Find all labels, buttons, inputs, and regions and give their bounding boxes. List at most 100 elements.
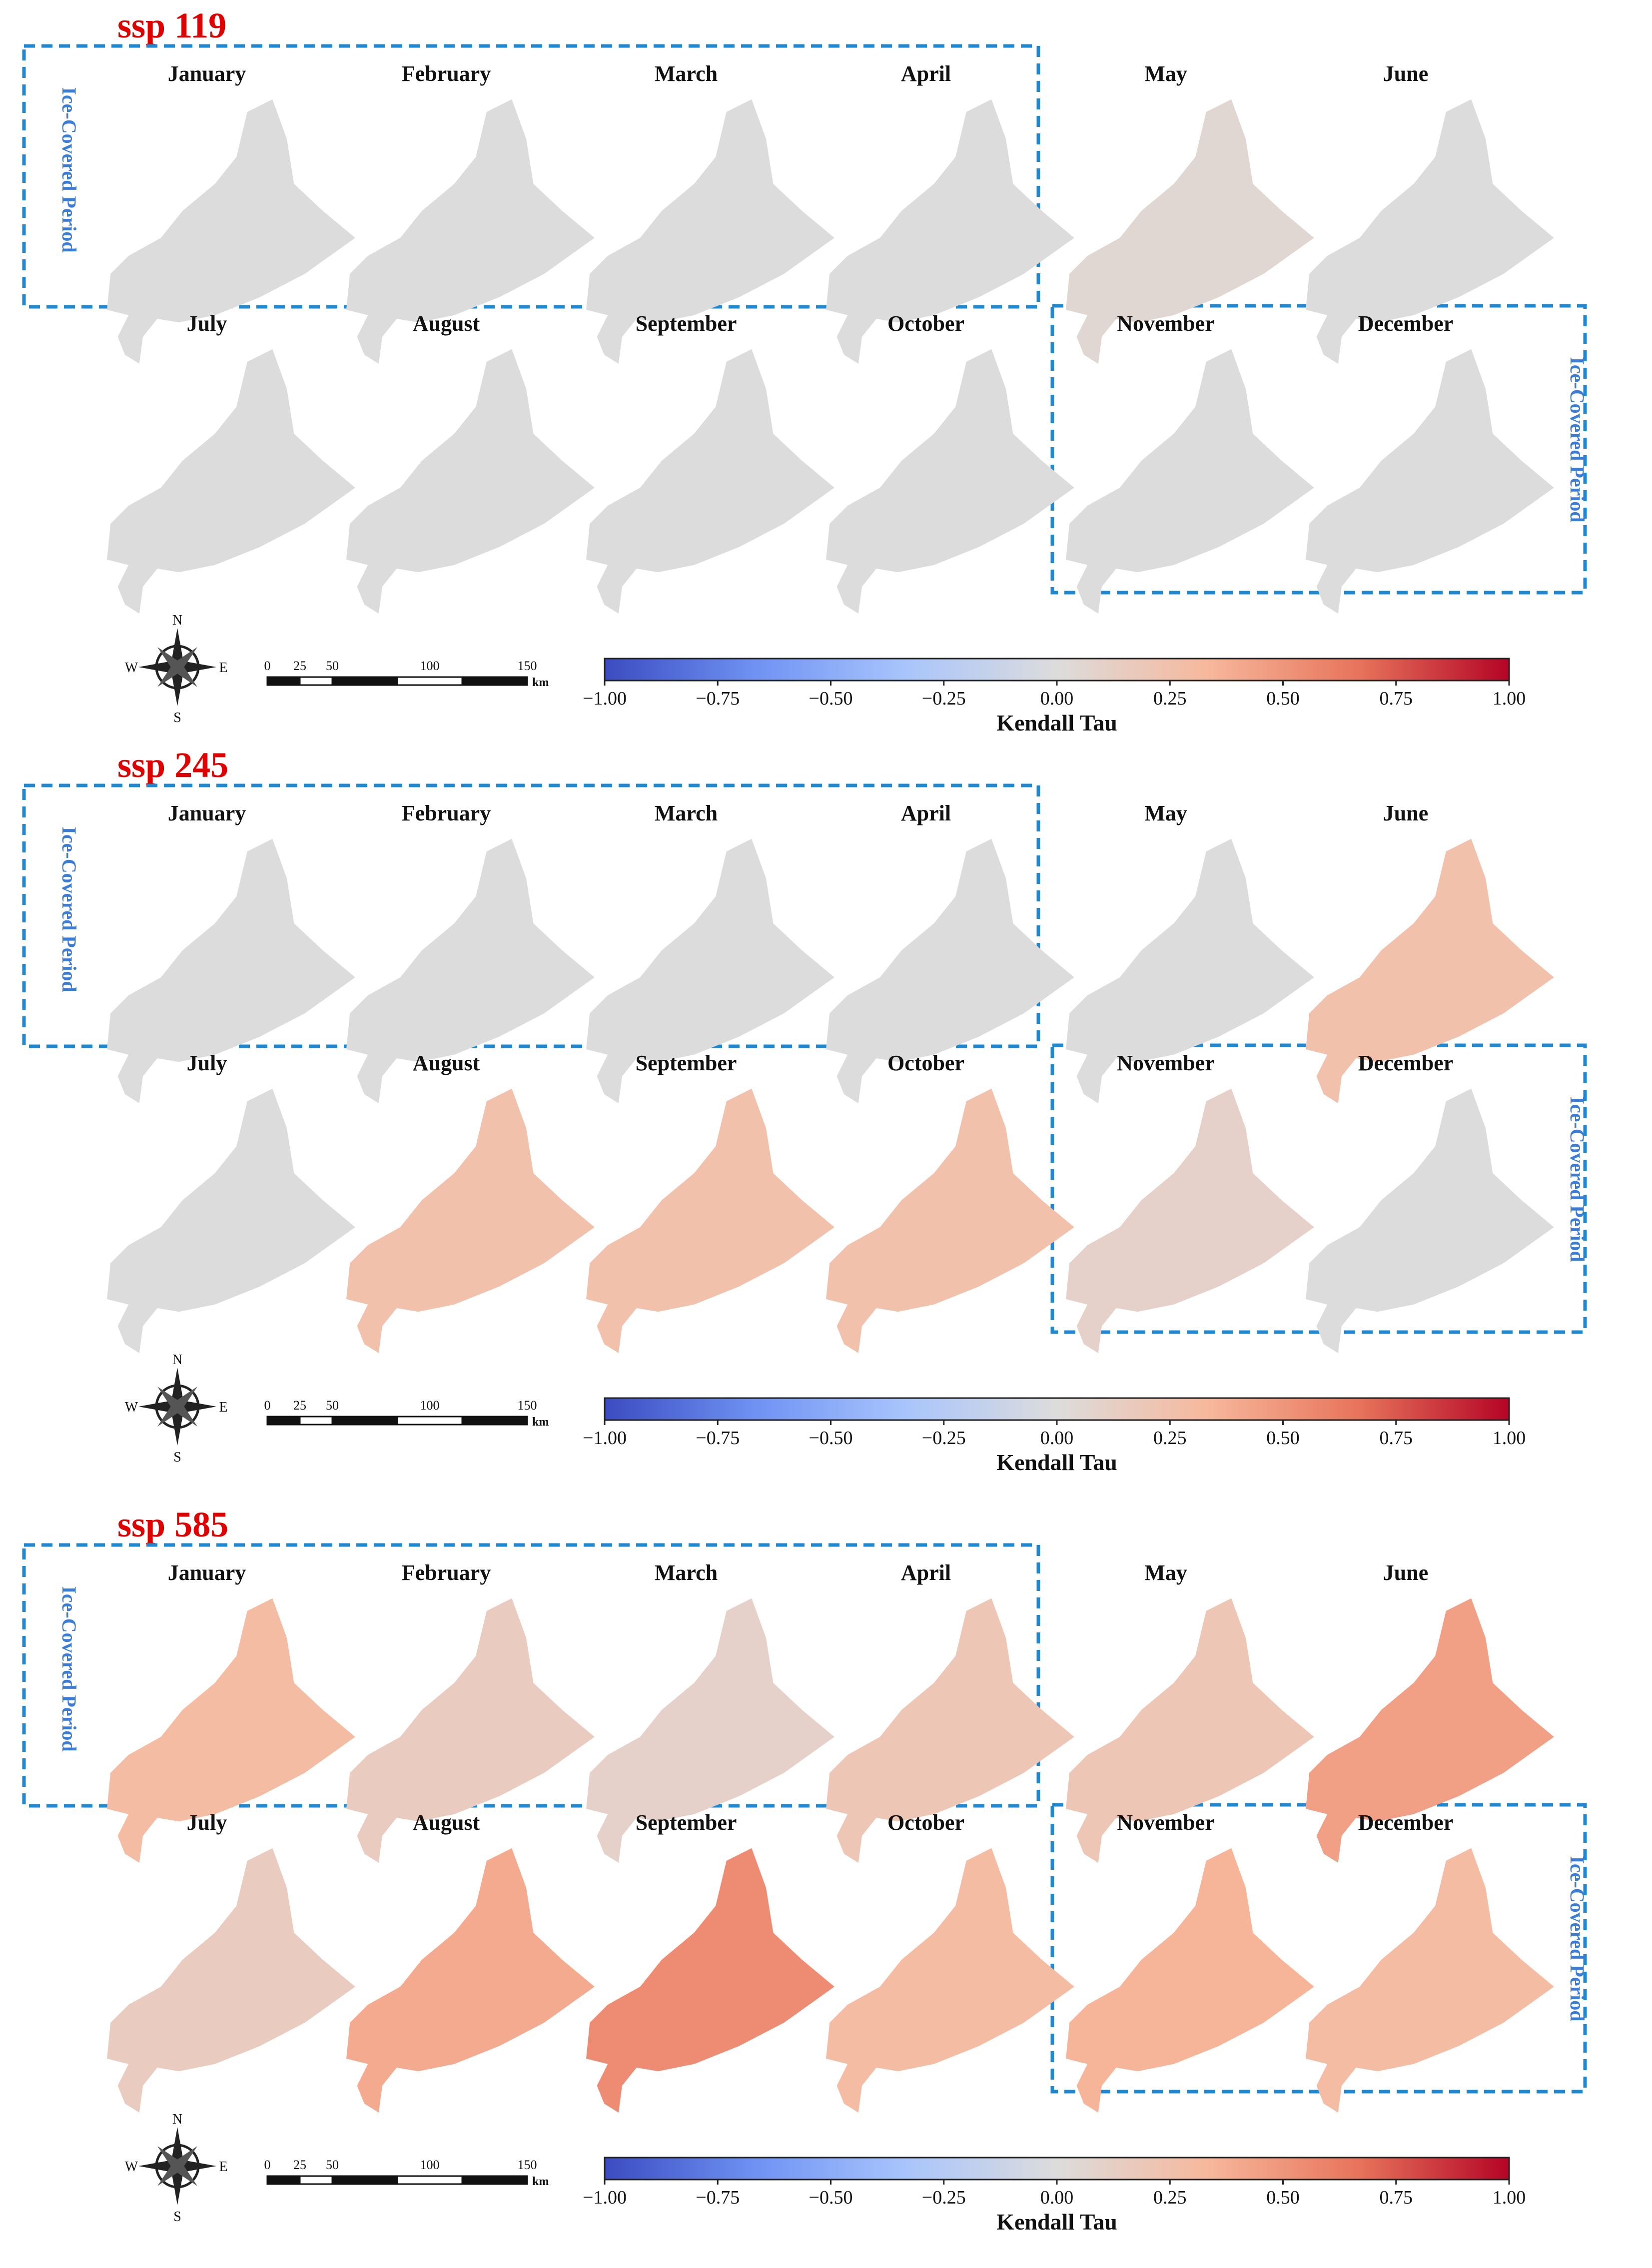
compass-w: W <box>125 1400 138 1415</box>
scale-tick: 150 <box>518 2158 537 2172</box>
month-label: February <box>402 61 491 86</box>
scenario-title: ssp 585 <box>117 1505 228 1544</box>
colorbar-tick-label: 0.75 <box>1380 688 1413 709</box>
compass-n: N <box>172 1352 182 1368</box>
scale-segment <box>396 676 463 686</box>
scale-segment <box>299 2175 333 2185</box>
scale-segment <box>266 676 301 686</box>
month-label: May <box>1144 1560 1187 1585</box>
colorbar <box>604 1397 1510 1421</box>
lake-map-december <box>1306 349 1554 614</box>
scale-tick: 150 <box>518 659 537 673</box>
month-label: December <box>1358 1810 1454 1835</box>
scale-tick: 25 <box>293 2158 306 2172</box>
colorbar-tick-label: −0.50 <box>809 1428 853 1449</box>
month-label: March <box>655 61 718 86</box>
month-label: June <box>1383 801 1428 825</box>
scale-segment <box>266 2175 301 2185</box>
lake-map-january <box>107 838 355 1103</box>
compass-e: E <box>219 660 227 676</box>
month-label: February <box>402 1560 491 1585</box>
colorbar-tick-label: −0.25 <box>922 688 966 709</box>
compass-n: N <box>172 613 182 628</box>
lake-map-may <box>1066 99 1314 364</box>
scale-tick: 50 <box>326 659 339 673</box>
lake-map-april <box>826 838 1074 1103</box>
lake-map-august <box>346 1088 595 1353</box>
compass-n: N <box>172 2112 182 2127</box>
month-label: November <box>1117 1051 1215 1075</box>
scale-segment <box>461 2175 528 2185</box>
colorbar-tick-label: −1.00 <box>583 688 627 709</box>
month-label: April <box>901 61 951 86</box>
compass-needle-diag <box>157 2146 197 2186</box>
month-label: June <box>1383 61 1428 86</box>
colorbar-tick-label: 0.75 <box>1380 1428 1413 1449</box>
lake-map-november <box>1066 1848 1314 2113</box>
colorbar-tick-label: 1.00 <box>1493 1428 1526 1449</box>
ice-period-box <box>22 1543 1040 1808</box>
month-label: September <box>636 1051 737 1075</box>
month-label: May <box>1144 801 1187 825</box>
colorbar-tick-label: 0.00 <box>1040 688 1074 709</box>
month-label: June <box>1383 1560 1428 1585</box>
scale-segment <box>331 1416 398 1426</box>
month-label: November <box>1117 311 1215 336</box>
lake-map-june <box>1306 1598 1554 1863</box>
lake-map-june <box>1306 838 1554 1103</box>
scale-tick: 100 <box>420 659 440 673</box>
month-label: April <box>901 801 951 825</box>
colorbar-tick-label: 0.50 <box>1266 1428 1300 1449</box>
lake-map-august <box>346 349 595 614</box>
scale-segment <box>461 676 528 686</box>
month-label: December <box>1358 311 1454 336</box>
lake-map-june <box>1306 99 1554 364</box>
scale-bar: 0 25 50 100 150 km <box>264 1398 549 1429</box>
compass-w: W <box>125 660 138 676</box>
scale-tick: 50 <box>326 1398 339 1413</box>
compass-rose: N S W E <box>125 1352 228 1465</box>
scale-segment <box>396 2175 463 2185</box>
colorbar <box>604 658 1510 682</box>
scale-tick: 100 <box>420 1398 440 1413</box>
lake-map-february <box>346 99 595 364</box>
colorbar-tick-label: 0.25 <box>1153 2187 1187 2208</box>
month-label: January <box>168 1560 246 1585</box>
month-label: May <box>1144 61 1187 86</box>
scale-tick: 100 <box>420 2158 440 2172</box>
lake-map-march <box>586 99 834 364</box>
month-label: August <box>413 1810 480 1835</box>
lake-map-october <box>826 349 1074 614</box>
colorbar-tick-label: 1.00 <box>1493 2187 1526 2208</box>
month-label: April <box>901 1560 951 1585</box>
compass-needle-diag <box>157 647 197 687</box>
scenario-section: ssp 119 Ice-Covered Period Ice-Covered Per… <box>22 5 1589 736</box>
compass-e: E <box>219 1400 227 1415</box>
month-label: October <box>887 1051 964 1075</box>
scale-segment <box>299 676 333 686</box>
compass-w: W <box>125 2159 138 2175</box>
compass-rose: N S W E <box>125 613 228 726</box>
month-label: July <box>187 1810 227 1835</box>
month-label: August <box>413 311 480 336</box>
colorbar-tick-label: −1.00 <box>583 2187 627 2208</box>
lake-map-january <box>107 99 355 364</box>
lake-map-september <box>586 1088 834 1353</box>
lake-map-february <box>346 1598 595 1863</box>
lake-map-december <box>1306 1088 1554 1353</box>
lake-map-november <box>1066 1088 1314 1353</box>
scenario-section: ssp 245 Ice-Covered Period Ice-Covered Per… <box>22 745 1589 1475</box>
scale-segment <box>461 1416 528 1426</box>
ice-period-label: Ice-Covered Period <box>1566 1856 1589 2021</box>
colorbar-tick-label: −0.50 <box>809 2187 853 2208</box>
ice-period-label: Ice-Covered Period <box>58 1586 80 1751</box>
compass-needle-diag <box>157 1387 197 1427</box>
lake-map-march <box>586 838 834 1103</box>
month-label: February <box>402 801 491 825</box>
colorbar-tick-label: 1.00 <box>1493 688 1526 709</box>
ice-period-label: Ice-Covered Period <box>1566 1096 1589 1262</box>
compass-e: E <box>219 2159 227 2175</box>
colorbar-tick-label: 0.25 <box>1153 1428 1187 1449</box>
compass-s: S <box>173 1450 181 1465</box>
